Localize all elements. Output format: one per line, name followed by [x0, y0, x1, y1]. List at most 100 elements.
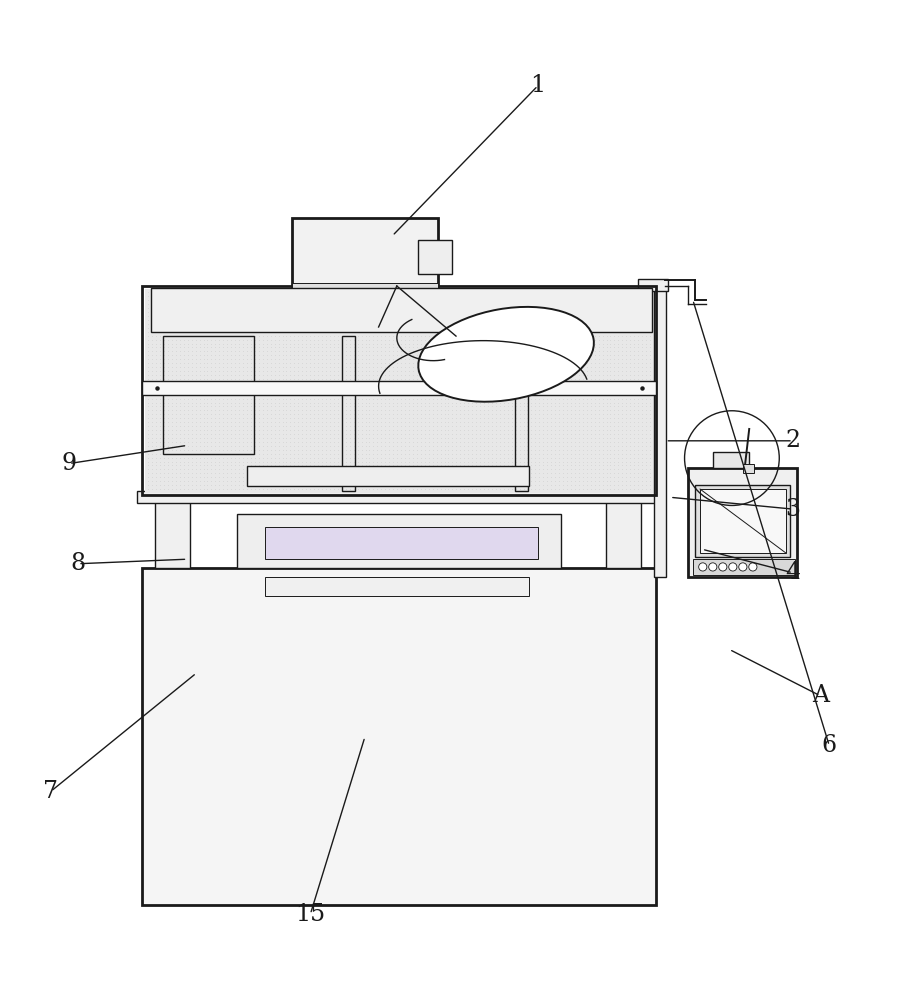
Point [492, 406, 507, 422]
Point [512, 308, 527, 324]
Point [165, 414, 179, 430]
Point [599, 438, 613, 454]
Point [394, 477, 408, 493]
Point [346, 446, 361, 462]
Point [583, 402, 598, 418]
Point [196, 430, 210, 446]
Point [231, 339, 246, 355]
Point [240, 300, 254, 316]
Point [480, 418, 495, 434]
Point [188, 414, 202, 430]
Point [282, 477, 297, 493]
Point [342, 383, 356, 399]
Point [626, 355, 640, 371]
Point [267, 308, 281, 324]
Point [441, 395, 456, 411]
Point [484, 465, 498, 481]
Point [630, 457, 645, 473]
Point [259, 430, 273, 446]
Point [228, 414, 242, 430]
Point [165, 355, 179, 371]
Point [405, 292, 420, 308]
Point [536, 426, 550, 442]
Point [448, 300, 463, 316]
Point [282, 434, 297, 450]
Point [468, 339, 483, 355]
Point [141, 430, 156, 446]
Point [527, 461, 542, 477]
Point [228, 312, 242, 328]
Point [216, 398, 230, 414]
Point [453, 418, 467, 434]
Point [429, 383, 444, 399]
Point [472, 288, 486, 304]
Point [318, 332, 333, 348]
Point [614, 355, 629, 371]
Point [433, 454, 447, 470]
Point [441, 446, 456, 462]
Point [153, 442, 168, 458]
Point [240, 477, 254, 493]
Point [350, 450, 364, 466]
Point [211, 292, 226, 308]
Point [160, 461, 175, 477]
Point [322, 328, 337, 344]
Point [358, 316, 373, 332]
Point [433, 414, 447, 430]
Point [409, 300, 424, 316]
Point [370, 371, 384, 387]
Point [208, 422, 222, 438]
Point [342, 481, 356, 497]
Point [465, 312, 479, 328]
Point [318, 316, 333, 332]
Point [445, 284, 459, 300]
Point [263, 288, 278, 304]
Point [263, 418, 278, 434]
Point [220, 422, 234, 438]
Point [223, 304, 238, 320]
Point [338, 312, 353, 328]
Point [433, 402, 447, 418]
Point [326, 332, 341, 348]
Point [622, 355, 637, 371]
Point [334, 351, 349, 367]
Point [524, 308, 538, 324]
Point [460, 324, 475, 340]
Point [480, 410, 495, 426]
Point [394, 296, 408, 312]
Point [370, 312, 384, 328]
Point [148, 296, 163, 312]
Point [634, 406, 649, 422]
Point [405, 410, 420, 426]
Point [169, 347, 183, 363]
Point [567, 398, 581, 414]
Point [228, 316, 242, 332]
Point [180, 457, 195, 473]
Point [441, 347, 456, 363]
Point [417, 454, 432, 470]
Point [211, 418, 226, 434]
Point [148, 391, 163, 407]
Point [465, 284, 479, 300]
Point [353, 371, 368, 387]
Point [294, 446, 309, 462]
Point [436, 343, 451, 359]
Point [401, 414, 415, 430]
Point [153, 324, 168, 340]
Point [484, 312, 498, 328]
Point [314, 454, 329, 470]
Point [374, 355, 388, 371]
Point [362, 339, 376, 355]
Point [536, 355, 550, 371]
Point [626, 383, 640, 399]
Point [425, 332, 439, 348]
Point [536, 339, 550, 355]
Point [200, 438, 214, 454]
Point [326, 288, 341, 304]
Point [338, 410, 353, 426]
Point [524, 454, 538, 470]
Point [169, 296, 183, 312]
Point [318, 363, 333, 379]
Point [223, 308, 238, 324]
Point [271, 426, 285, 442]
